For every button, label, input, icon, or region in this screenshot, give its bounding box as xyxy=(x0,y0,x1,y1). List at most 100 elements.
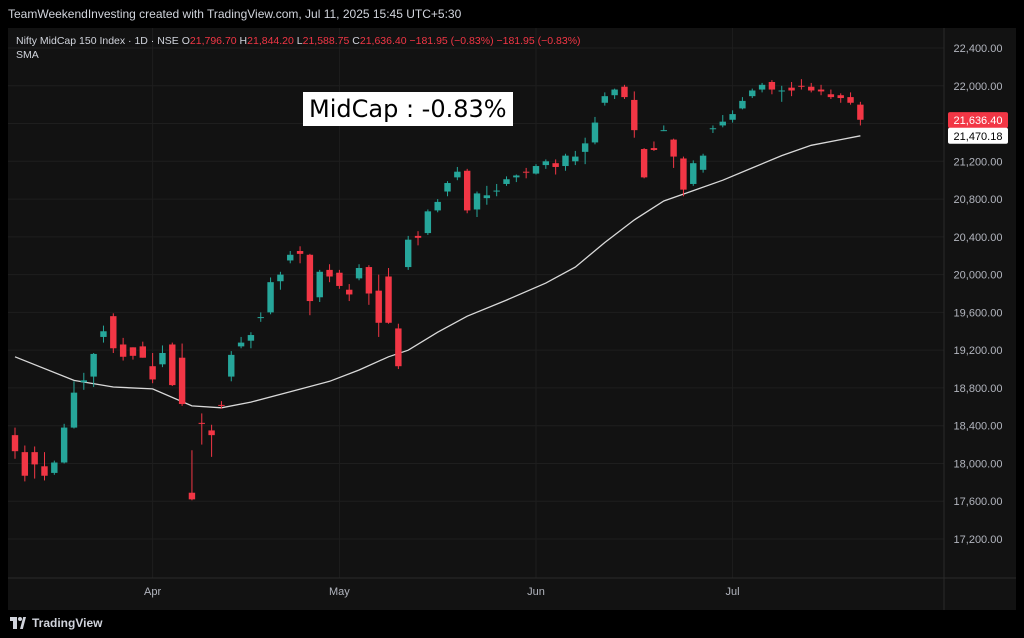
candle-body xyxy=(159,352,166,365)
candle-body xyxy=(267,282,274,313)
candle-body xyxy=(198,422,205,424)
candle-body xyxy=(414,235,422,238)
candle xyxy=(159,345,166,368)
candle-body xyxy=(542,161,550,166)
candle xyxy=(837,93,844,103)
candle xyxy=(80,372,88,390)
candle xyxy=(277,271,284,290)
candle-body xyxy=(188,492,196,500)
candle xyxy=(41,452,48,481)
candle xyxy=(650,141,658,151)
candle-body xyxy=(41,466,48,476)
candle-body xyxy=(60,427,68,463)
candle-body xyxy=(857,104,864,120)
candle-body xyxy=(788,87,795,91)
candle-body xyxy=(827,94,835,98)
candle xyxy=(129,347,137,360)
candle-body xyxy=(70,392,78,428)
candle xyxy=(493,183,500,197)
candle-body xyxy=(119,344,127,357)
candle-body xyxy=(808,86,815,91)
candle-body xyxy=(729,114,736,120)
tradingview-logo: TradingView xyxy=(10,616,102,630)
candle xyxy=(601,92,608,106)
candle xyxy=(532,164,540,175)
candle xyxy=(699,153,707,173)
y-tick-label: 19,600.00 xyxy=(954,307,1003,319)
y-tick-label: 22,400.00 xyxy=(954,43,1003,55)
candle xyxy=(758,82,766,93)
candle xyxy=(463,168,471,214)
candle-body xyxy=(228,354,235,377)
candle xyxy=(70,381,78,429)
candle xyxy=(542,159,550,169)
candle-body xyxy=(611,89,618,96)
candle-body xyxy=(346,289,353,295)
candles xyxy=(11,79,864,501)
candle xyxy=(778,85,785,102)
x-tick-label: Jun xyxy=(527,586,545,598)
candle-body xyxy=(434,201,441,211)
candle-body xyxy=(424,211,432,234)
high-value: 21,844.20 xyxy=(247,35,294,47)
candle-body xyxy=(640,149,648,178)
candle xyxy=(336,269,343,289)
candle-body xyxy=(758,84,766,90)
candle xyxy=(169,342,176,387)
sma-indicator-label[interactable]: SMA xyxy=(16,49,39,61)
candle-body xyxy=(473,193,481,210)
candle-body xyxy=(454,171,461,178)
candle xyxy=(749,88,756,99)
candle xyxy=(11,427,19,459)
candle xyxy=(572,150,579,166)
candle xyxy=(690,160,697,186)
candle-body xyxy=(493,190,500,192)
y-tick-label: 18,000.00 xyxy=(954,458,1003,470)
tradingview-brand: TradingView xyxy=(32,616,103,630)
candle-body xyxy=(296,251,304,254)
y-tick-label: 20,000.00 xyxy=(954,270,1003,282)
candle xyxy=(719,115,726,128)
candle-body xyxy=(385,276,392,323)
candle xyxy=(355,264,363,281)
candle-body xyxy=(513,175,520,178)
candle xyxy=(670,138,677,168)
candle-body xyxy=(631,99,638,131)
candle xyxy=(434,199,441,213)
annotation-label: MidCap : -0.83% xyxy=(303,92,513,126)
candle-body xyxy=(552,163,559,167)
change-value: −181.95 (−0.83%) xyxy=(409,35,494,47)
y-tick-label: 21,200.00 xyxy=(954,156,1003,168)
candle-body xyxy=(139,346,146,358)
candle xyxy=(306,253,314,316)
sma-value-label: 21,470.18 xyxy=(954,131,1003,143)
candle-body xyxy=(778,90,785,92)
candle-body xyxy=(591,122,599,143)
candle-body xyxy=(699,155,707,170)
candle-body xyxy=(208,430,215,436)
candle-body xyxy=(572,156,579,162)
candle xyxy=(739,97,746,110)
candle xyxy=(798,79,805,90)
candle xyxy=(631,91,638,138)
candle xyxy=(365,265,373,305)
candle xyxy=(847,92,854,105)
candle-body xyxy=(306,254,314,302)
y-tick-label: 18,400.00 xyxy=(954,421,1003,433)
candle-body xyxy=(287,254,294,261)
candle xyxy=(473,191,481,218)
candle xyxy=(237,336,245,349)
candle-body xyxy=(21,452,29,476)
candle-body xyxy=(719,121,726,126)
candle-body xyxy=(463,170,471,211)
last-price-label: 21,636.40 xyxy=(954,115,1003,127)
candle xyxy=(513,174,520,183)
candle-body xyxy=(483,195,491,199)
y-tick-label: 20,400.00 xyxy=(954,232,1003,244)
candle-body xyxy=(11,435,19,452)
candle-body xyxy=(110,316,117,349)
candle xyxy=(788,81,795,97)
candle xyxy=(640,148,648,179)
candle xyxy=(287,251,294,264)
candle xyxy=(100,325,107,343)
